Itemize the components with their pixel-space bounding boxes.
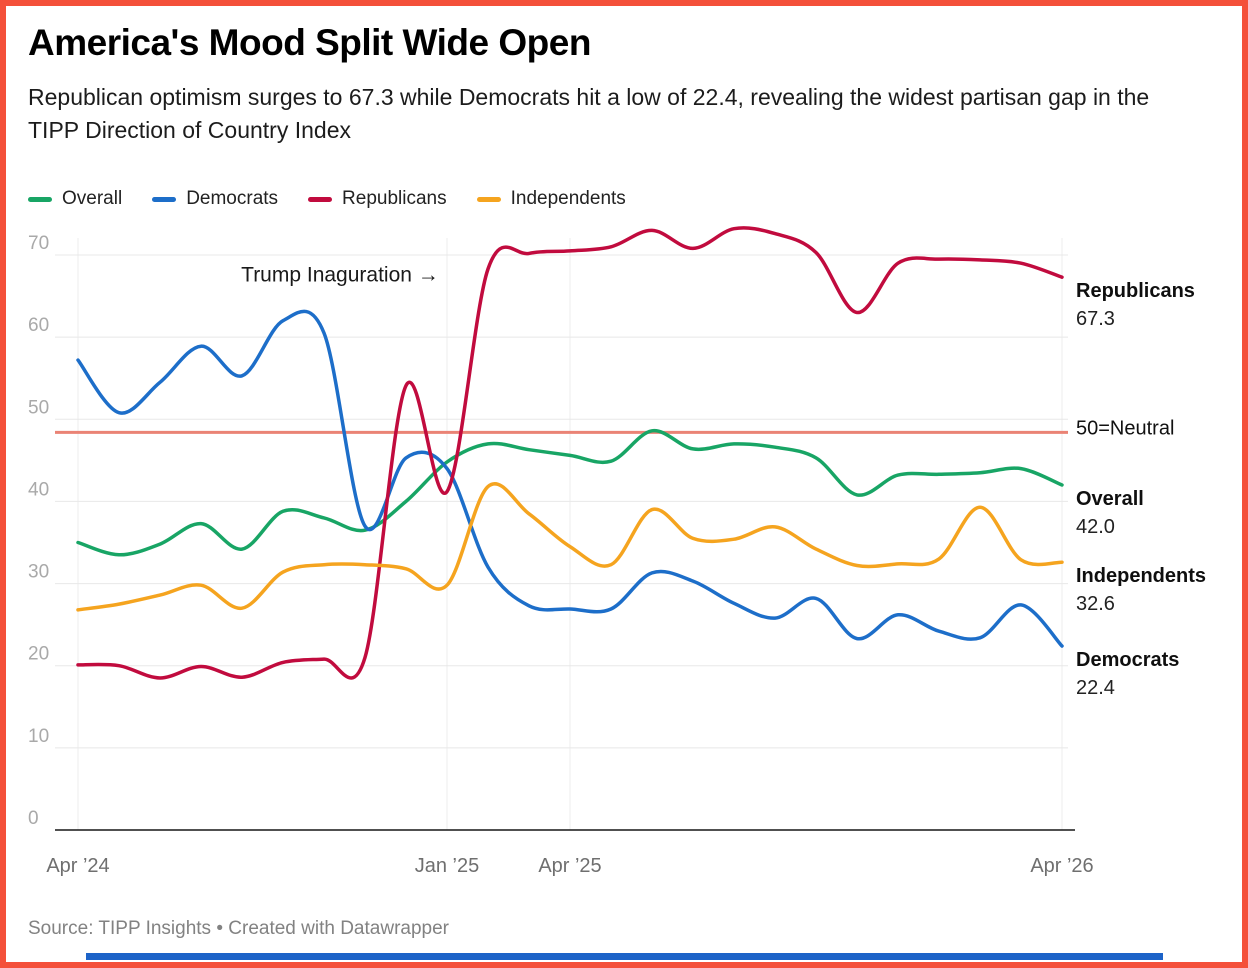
legend-label-overall: Overall [62,188,123,209]
series-end-value-overall: 42.0 [1076,516,1115,538]
legend-item-democrats: Democrats [152,188,278,210]
neutral-line-label: 50=Neutral [1076,417,1174,439]
x-axis-label: Apr ’24 [46,855,109,877]
page-title: America's Mood Split Wide Open [28,22,591,63]
y-axis-label: 10 [28,726,49,747]
legend-swatch-republicans [308,196,333,202]
series-line-republicans [76,226,1064,680]
x-axis-label: Apr ’26 [1030,855,1093,877]
series-end-name-overall: Overall [1076,488,1144,510]
legend-swatch-independents [476,196,501,202]
series-end-value-democrats: 22.4 [1076,677,1115,699]
x-axis-label: Jan ’25 [415,855,480,877]
x-axis-label: Apr ’25 [538,855,601,877]
y-axis-label: 50 [28,397,49,418]
legend-item-independents: Independents [476,188,626,210]
legend-label-democrats: Democrats [186,188,279,209]
y-axis-label: 0 [28,808,39,829]
y-axis-label: 20 [28,644,49,665]
legend-label-republicans: Republicans [342,188,447,209]
series-line-overall [76,429,1064,557]
legend-swatch-democrats [152,196,177,202]
series-end-name-independents: Independents [1076,565,1206,587]
legend-swatch-overall [28,196,52,202]
bottom-blue-bar [86,953,1163,960]
legend-label-independents: Independents [510,188,626,209]
chart-subtitle: Republican optimism surges to 67.3 while… [28,83,1150,143]
source-attribution: Source: TIPP Insights • Created with Dat… [28,918,449,939]
legend-item-overall: Overall [28,188,122,210]
legend: Overall Democrats Republicans Independen… [28,188,626,210]
y-axis-label: 70 [28,233,49,254]
series-end-name-democrats: Democrats [1076,649,1179,671]
y-axis-label: 40 [28,479,49,500]
chart-header: America's Mood Split Wide Open Republica… [28,22,1208,147]
legend-item-republicans: Republicans [308,188,447,210]
series-end-name-republicans: Republicans [1076,280,1195,302]
series-end-value-independents: 32.6 [1076,593,1115,615]
series-end-value-republicans: 67.3 [1076,308,1115,330]
series-line-democrats [76,309,1064,648]
y-axis-label: 60 [28,315,49,336]
y-axis-label: 30 [28,562,49,583]
trump-inauguration-annotation: Trump Inaguration → [241,264,439,287]
series-line-independents [76,482,1064,612]
